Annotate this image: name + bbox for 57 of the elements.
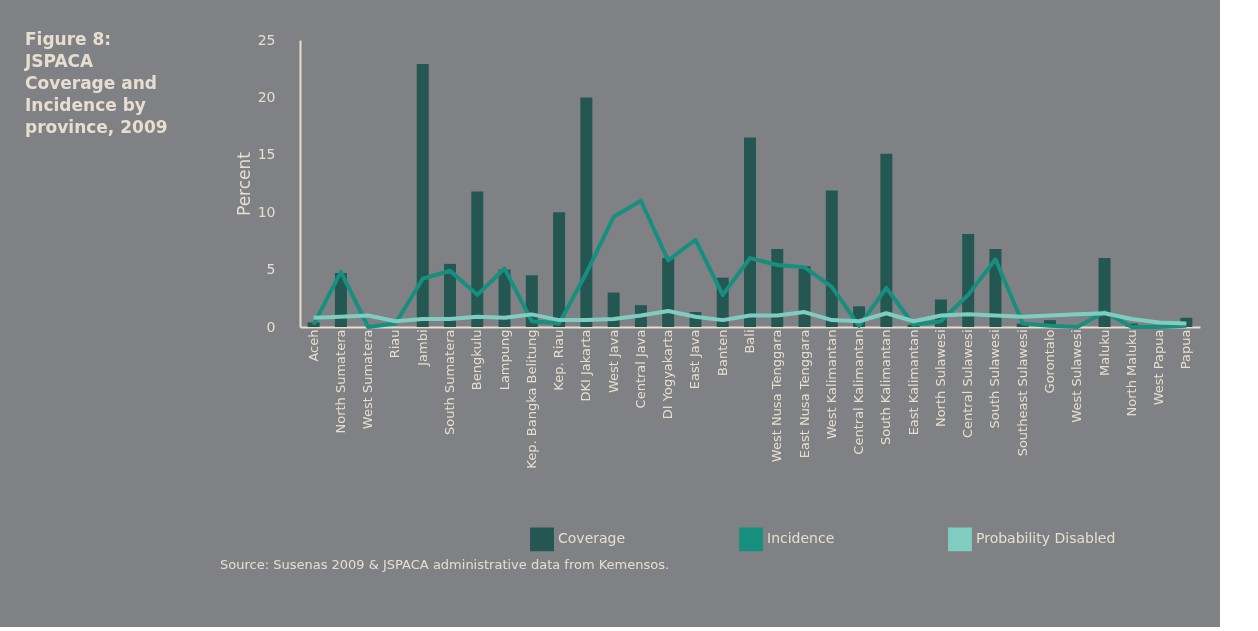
y-axis-title: Percent	[233, 151, 254, 216]
x-tick-label: Lampung	[496, 329, 512, 391]
x-tick-label: North Maluku	[1123, 329, 1139, 417]
bar	[962, 234, 975, 327]
x-tick-label: West Papua	[1151, 329, 1167, 406]
bar	[471, 191, 484, 327]
bar	[553, 212, 566, 327]
x-tick-label: West Sumatera	[360, 329, 376, 430]
x-tick-label: DI Yogyakarta	[660, 329, 676, 420]
bar	[416, 64, 429, 327]
x-tick-label: East Java	[687, 329, 703, 390]
legend-label: Probability Disabled	[976, 530, 1116, 547]
x-tick-label: Banten	[714, 329, 730, 376]
x-tick-label: Kep. Bangka Belitung	[523, 329, 539, 469]
y-tick-label: 20	[257, 88, 276, 105]
legend-label: Incidence	[767, 530, 835, 547]
x-tick-label: Central Sulawesi	[960, 329, 976, 439]
text: Figure 8: JSPACA Coverage and Incidence by province, 2009	[24, 29, 168, 137]
x-tick-label: Aceh	[305, 329, 321, 362]
line-series	[311, 198, 1189, 329]
x-tick-label: East Nusa Tenggara	[796, 329, 812, 459]
y-tick-label: 10	[257, 203, 276, 220]
x-tick-label: Central Java	[632, 329, 648, 409]
x-tick-label: Bengkulu	[469, 329, 485, 391]
line-series	[311, 308, 1189, 326]
x-tick-label: South Kalimantan	[878, 329, 894, 446]
x-tick-label: South Sulawesi	[987, 329, 1003, 429]
bar	[662, 258, 675, 327]
x-tick-label: DKI Jakarta	[578, 329, 594, 402]
x-tick-label: South Sumatera	[442, 329, 457, 435]
x-tick-label: West Nusa Tenggara	[769, 329, 785, 463]
x-tick-label: Central Kalimantan	[851, 329, 867, 455]
y-tick-label: 25	[257, 31, 276, 48]
x-tick-label: Kep. Riau	[551, 329, 567, 391]
x-tick-label: Maluku	[1096, 329, 1112, 376]
source-note: Source: Susenas 2009 & JSPACA administrative data from Kemensos.	[220, 557, 670, 572]
x-tick-label: West Sulawesi	[1069, 329, 1085, 423]
x-tick-label: Bali	[742, 329, 757, 354]
x-tick-label: West Java	[605, 329, 621, 394]
bar	[744, 137, 756, 327]
x-tick-label: Papua	[1178, 329, 1194, 370]
x-tick-label: West Kalimantan	[823, 329, 839, 440]
y-tick-label: 15	[257, 146, 276, 163]
x-tick-label: East Kalimantan	[905, 329, 921, 436]
x-tick-label: North Sulawesi	[932, 329, 948, 428]
x-tick-label: North Sumatera	[332, 329, 348, 434]
y-tick-label: 0	[266, 318, 276, 335]
bar	[1098, 258, 1111, 327]
legend-label: Coverage	[558, 530, 626, 547]
x-tick-label: Southeast Sulawesi	[1014, 329, 1030, 457]
x-tick-label: Riau	[387, 329, 403, 359]
bar	[580, 97, 593, 327]
bar	[825, 190, 838, 327]
x-tick-label: Gorontalo	[1042, 329, 1057, 394]
bar	[880, 153, 893, 327]
y-tick-label: 5	[266, 261, 276, 278]
x-tick-label: Jambi	[414, 329, 430, 367]
